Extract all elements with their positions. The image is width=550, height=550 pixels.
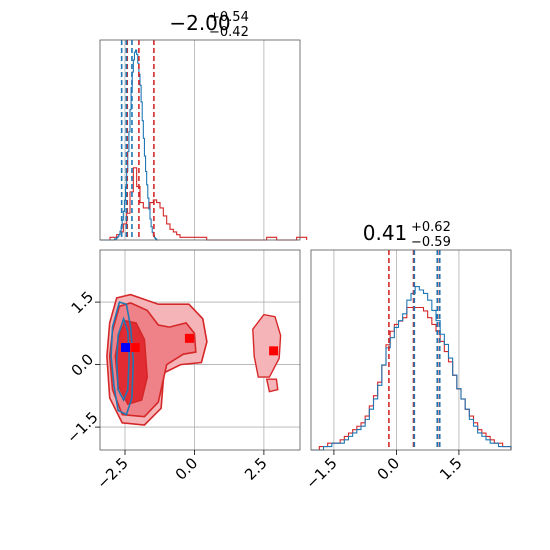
marker-2d [269,346,279,356]
panel-2d-contour: −2.5 0.0 2.5 −1.5 0.0 1.5 [63,249,301,493]
title-x: −2.00 [169,11,230,35]
tick-label-right-x: 0.0 [374,454,404,484]
marker-2d [121,343,131,352]
title-y-lower: −0.59 [411,235,451,250]
title-x-center: −2.00 [169,11,230,35]
tick-label-y: 1.5 [68,288,98,318]
hist-x-red [100,167,308,241]
tick-label-x: 2.5 [241,454,271,484]
marker-2d [184,333,194,343]
title-x-upper: +0.54 [209,10,249,25]
title-y-center: 0.41 [363,221,408,245]
marker-2d [130,343,140,352]
tick-label-y: 0.0 [68,350,98,380]
contour-blue-level-1 [110,301,135,416]
tick-label-right-x: −1.5 [302,454,340,492]
tick-label-right-x: 1.5 [436,454,466,484]
title-y: 0.41 [363,221,408,245]
contour-red-island [265,378,279,393]
panel-frame [310,249,512,451]
panel-y-histogram: −1.5 0.0 1.5 [302,249,512,493]
panel-frame [99,39,301,241]
tick-label-x: 0.0 [172,454,202,484]
title-x-lower: −0.42 [209,25,249,40]
hist-y-red [311,306,512,451]
hist-x-blue [100,49,159,241]
title-y-upper: +0.62 [411,220,451,235]
hist-y-blue [311,286,512,451]
contour-red-island [252,313,282,378]
panel-frame [99,249,301,451]
tick-label-y: −1.5 [63,408,101,446]
panel-x-histogram [99,39,308,241]
contour-blue-level-2 [115,316,131,402]
tick-label-x: −2.5 [93,454,131,492]
